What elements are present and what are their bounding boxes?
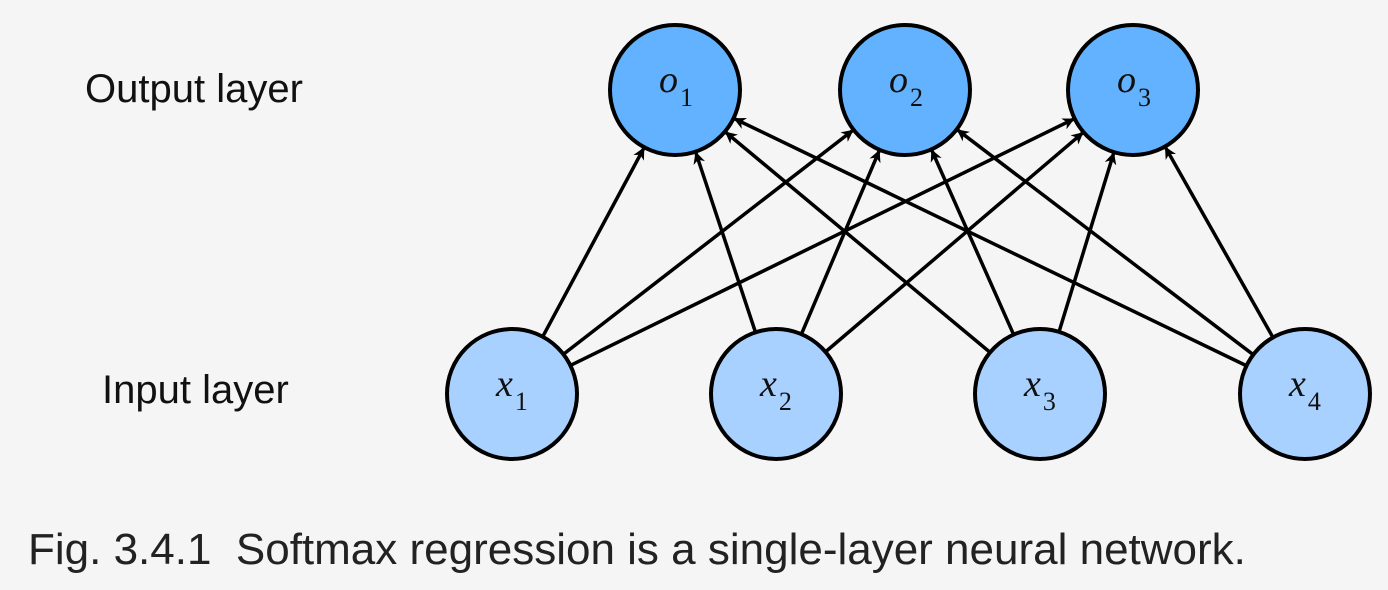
input-node-label: x1 xyxy=(495,363,528,416)
edge-x3-to-o3 xyxy=(1057,152,1117,333)
edge-x1-to-o1 xyxy=(541,147,646,338)
input-node-subscript: 2 xyxy=(779,387,792,416)
input-node-x1: x1 xyxy=(445,327,579,461)
input-node-circle xyxy=(1238,327,1372,461)
connections xyxy=(541,117,1275,368)
output-layer-label: Output layer xyxy=(85,67,303,111)
input-node-x3: x3 xyxy=(973,327,1107,461)
input-node-circle xyxy=(973,327,1107,461)
edge-x2-to-o2 xyxy=(799,149,881,335)
input-node-x4: x4 xyxy=(1238,327,1372,461)
input-node-symbol: x xyxy=(495,363,513,405)
edge-x2-to-o3 xyxy=(824,131,1084,354)
output-node-label: o3 xyxy=(1117,59,1151,112)
input-node-x2: x2 xyxy=(709,327,843,461)
output-node-o2: o2 xyxy=(838,23,972,157)
output-node-subscript: 1 xyxy=(680,83,693,112)
edge-x4-to-o2 xyxy=(956,128,1255,357)
output-node-circle xyxy=(838,23,972,157)
output-node-label: o1 xyxy=(659,59,693,112)
input-node-symbol: x xyxy=(1288,363,1306,405)
edge-x1-to-o2 xyxy=(562,128,854,356)
input-node-subscript: 1 xyxy=(515,387,528,416)
edge-x3-to-o2 xyxy=(930,149,1016,336)
edge-x1-to-o3 xyxy=(569,117,1075,367)
output-node-label: o2 xyxy=(889,59,923,112)
input-node-label: x2 xyxy=(759,363,792,416)
edge-x2-to-o1 xyxy=(693,151,758,333)
output-node-symbol: o xyxy=(889,59,908,101)
edge-x3-to-o1 xyxy=(724,130,992,354)
input-node-subscript: 4 xyxy=(1308,387,1321,416)
input-node-symbol: x xyxy=(759,363,777,405)
output-node-symbol: o xyxy=(1117,59,1136,101)
input-node-circle xyxy=(709,327,843,461)
input-node-circle xyxy=(445,327,579,461)
output-node-subscript: 2 xyxy=(910,83,923,112)
output-node-circle xyxy=(1066,23,1200,157)
edge-x4-to-o1 xyxy=(733,117,1248,368)
edge-x4-to-o3 xyxy=(1163,146,1275,339)
input-layer-label: Input layer xyxy=(102,368,289,412)
output-node-symbol: o xyxy=(659,59,678,101)
input-node-subscript: 3 xyxy=(1043,387,1056,416)
output-node-o3: o3 xyxy=(1066,23,1200,157)
output-node-o1: o1 xyxy=(608,23,742,157)
figure-caption: Fig. 3.4.1 Softmax regression is a singl… xyxy=(28,525,1246,574)
input-node-label: x3 xyxy=(1023,363,1056,416)
input-node-symbol: x xyxy=(1023,363,1041,405)
output-node-subscript: 3 xyxy=(1138,83,1151,112)
output-node-circle xyxy=(608,23,742,157)
input-node-label: x4 xyxy=(1288,363,1321,416)
